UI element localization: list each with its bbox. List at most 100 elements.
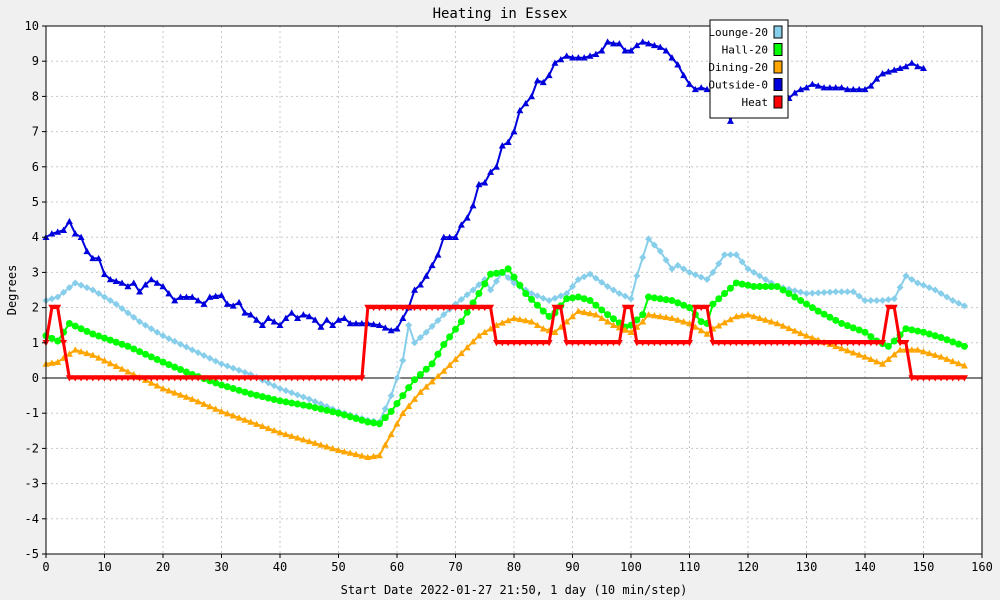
data-point-dining-20 xyxy=(323,443,331,450)
data-point-outside-0 xyxy=(141,281,149,288)
data-point-lounge-20 xyxy=(422,328,430,336)
data-point-dining-20 xyxy=(481,328,489,336)
data-point-hall-20 xyxy=(662,296,670,304)
data-point-outside-0 xyxy=(650,41,658,49)
y-tick-label: -5 xyxy=(25,547,39,561)
data-point-dining-20 xyxy=(738,312,746,319)
data-point-heat xyxy=(943,375,951,382)
data-point-heat xyxy=(867,340,875,347)
data-point-heat xyxy=(399,304,407,312)
data-point-heat xyxy=(691,304,699,312)
data-point-dining-20 xyxy=(188,395,196,402)
data-point-heat xyxy=(668,340,676,347)
data-point-dining-20 xyxy=(446,361,454,368)
data-point-hall-20 xyxy=(416,370,424,378)
data-point-outside-0 xyxy=(112,277,120,284)
data-point-heat xyxy=(709,340,717,347)
data-point-dining-20 xyxy=(159,385,167,392)
data-point-dining-20 xyxy=(563,318,571,325)
data-point-lounge-20 xyxy=(902,272,910,280)
data-point-lounge-20 xyxy=(171,337,179,345)
data-point-hall-20 xyxy=(709,300,717,308)
data-point-hall-20 xyxy=(177,366,185,374)
data-point-dining-20 xyxy=(668,314,676,321)
data-point-dining-20 xyxy=(48,359,56,366)
x-tick-label: 10 xyxy=(97,560,111,574)
data-point-heat xyxy=(77,375,85,382)
y-tick-label: 8 xyxy=(32,89,39,103)
data-point-outside-0 xyxy=(615,40,623,47)
data-point-lounge-20 xyxy=(803,290,810,298)
data-point-dining-20 xyxy=(645,311,653,318)
data-point-dining-20 xyxy=(194,398,202,405)
data-point-hall-20 xyxy=(411,376,419,384)
data-point-hall-20 xyxy=(902,325,910,333)
data-point-heat xyxy=(206,375,214,382)
data-point-hall-20 xyxy=(633,316,641,324)
data-point-lounge-20 xyxy=(381,405,389,413)
data-point-hall-20 xyxy=(434,350,442,358)
data-point-hall-20 xyxy=(475,290,483,298)
data-point-heat xyxy=(428,304,436,312)
data-point-hall-20 xyxy=(721,290,729,298)
data-point-heat xyxy=(797,340,805,347)
data-point-outside-0 xyxy=(89,254,97,262)
data-point-hall-20 xyxy=(528,295,536,303)
data-point-heat xyxy=(621,304,629,312)
data-point-outside-0 xyxy=(896,64,904,72)
data-point-lounge-20 xyxy=(223,362,231,370)
data-point-dining-20 xyxy=(773,319,781,327)
data-point-dining-20 xyxy=(721,319,729,326)
data-point-lounge-20 xyxy=(686,268,693,276)
data-point-heat xyxy=(937,375,945,382)
data-point-lounge-20 xyxy=(838,288,846,296)
data-point-hall-20 xyxy=(375,420,383,428)
data-point-heat xyxy=(516,340,524,347)
data-point-outside-0 xyxy=(920,64,927,72)
data-point-heat xyxy=(908,375,916,382)
data-point-hall-20 xyxy=(674,299,682,307)
data-point-hall-20 xyxy=(118,340,126,348)
data-point-outside-0 xyxy=(914,62,922,70)
data-point-outside-0 xyxy=(908,59,916,66)
data-point-dining-20 xyxy=(955,359,963,367)
data-point-lounge-20 xyxy=(48,295,56,303)
data-point-hall-20 xyxy=(270,395,278,403)
data-point-lounge-20 xyxy=(621,292,629,300)
data-point-outside-0 xyxy=(475,180,483,188)
y-tick-label: 1 xyxy=(32,336,39,350)
data-point-lounge-20 xyxy=(732,251,740,259)
data-point-heat xyxy=(744,340,752,347)
data-point-hall-20 xyxy=(481,280,489,288)
data-point-dining-20 xyxy=(843,347,851,354)
data-point-outside-0 xyxy=(340,314,348,321)
data-point-hall-20 xyxy=(212,379,220,387)
data-point-heat xyxy=(849,340,857,347)
data-point-hall-20 xyxy=(370,419,378,427)
data-point-lounge-20 xyxy=(890,295,898,303)
data-point-lounge-20 xyxy=(95,290,103,298)
data-point-outside-0 xyxy=(346,319,354,327)
data-point-outside-0 xyxy=(516,106,524,114)
data-point-heat xyxy=(294,375,302,382)
data-point-lounge-20 xyxy=(604,282,612,290)
data-point-heat xyxy=(598,340,606,347)
data-point-lounge-20 xyxy=(925,284,933,292)
data-point-lounge-20 xyxy=(77,281,85,289)
x-tick-label: 90 xyxy=(565,560,579,574)
data-point-outside-0 xyxy=(229,302,237,309)
data-point-hall-20 xyxy=(294,400,302,408)
data-point-heat xyxy=(416,304,424,312)
data-point-outside-0 xyxy=(861,85,869,93)
data-point-lounge-20 xyxy=(826,288,834,296)
data-point-outside-0 xyxy=(469,202,477,209)
data-point-lounge-20 xyxy=(627,295,635,303)
data-point-heat xyxy=(253,375,261,382)
data-point-dining-20 xyxy=(370,452,378,460)
data-point-outside-0 xyxy=(329,321,337,328)
data-point-hall-20 xyxy=(937,334,945,342)
data-point-lounge-20 xyxy=(528,290,536,298)
data-point-lounge-20 xyxy=(457,295,465,303)
data-point-outside-0 xyxy=(884,68,892,75)
data-point-outside-0 xyxy=(645,40,653,47)
